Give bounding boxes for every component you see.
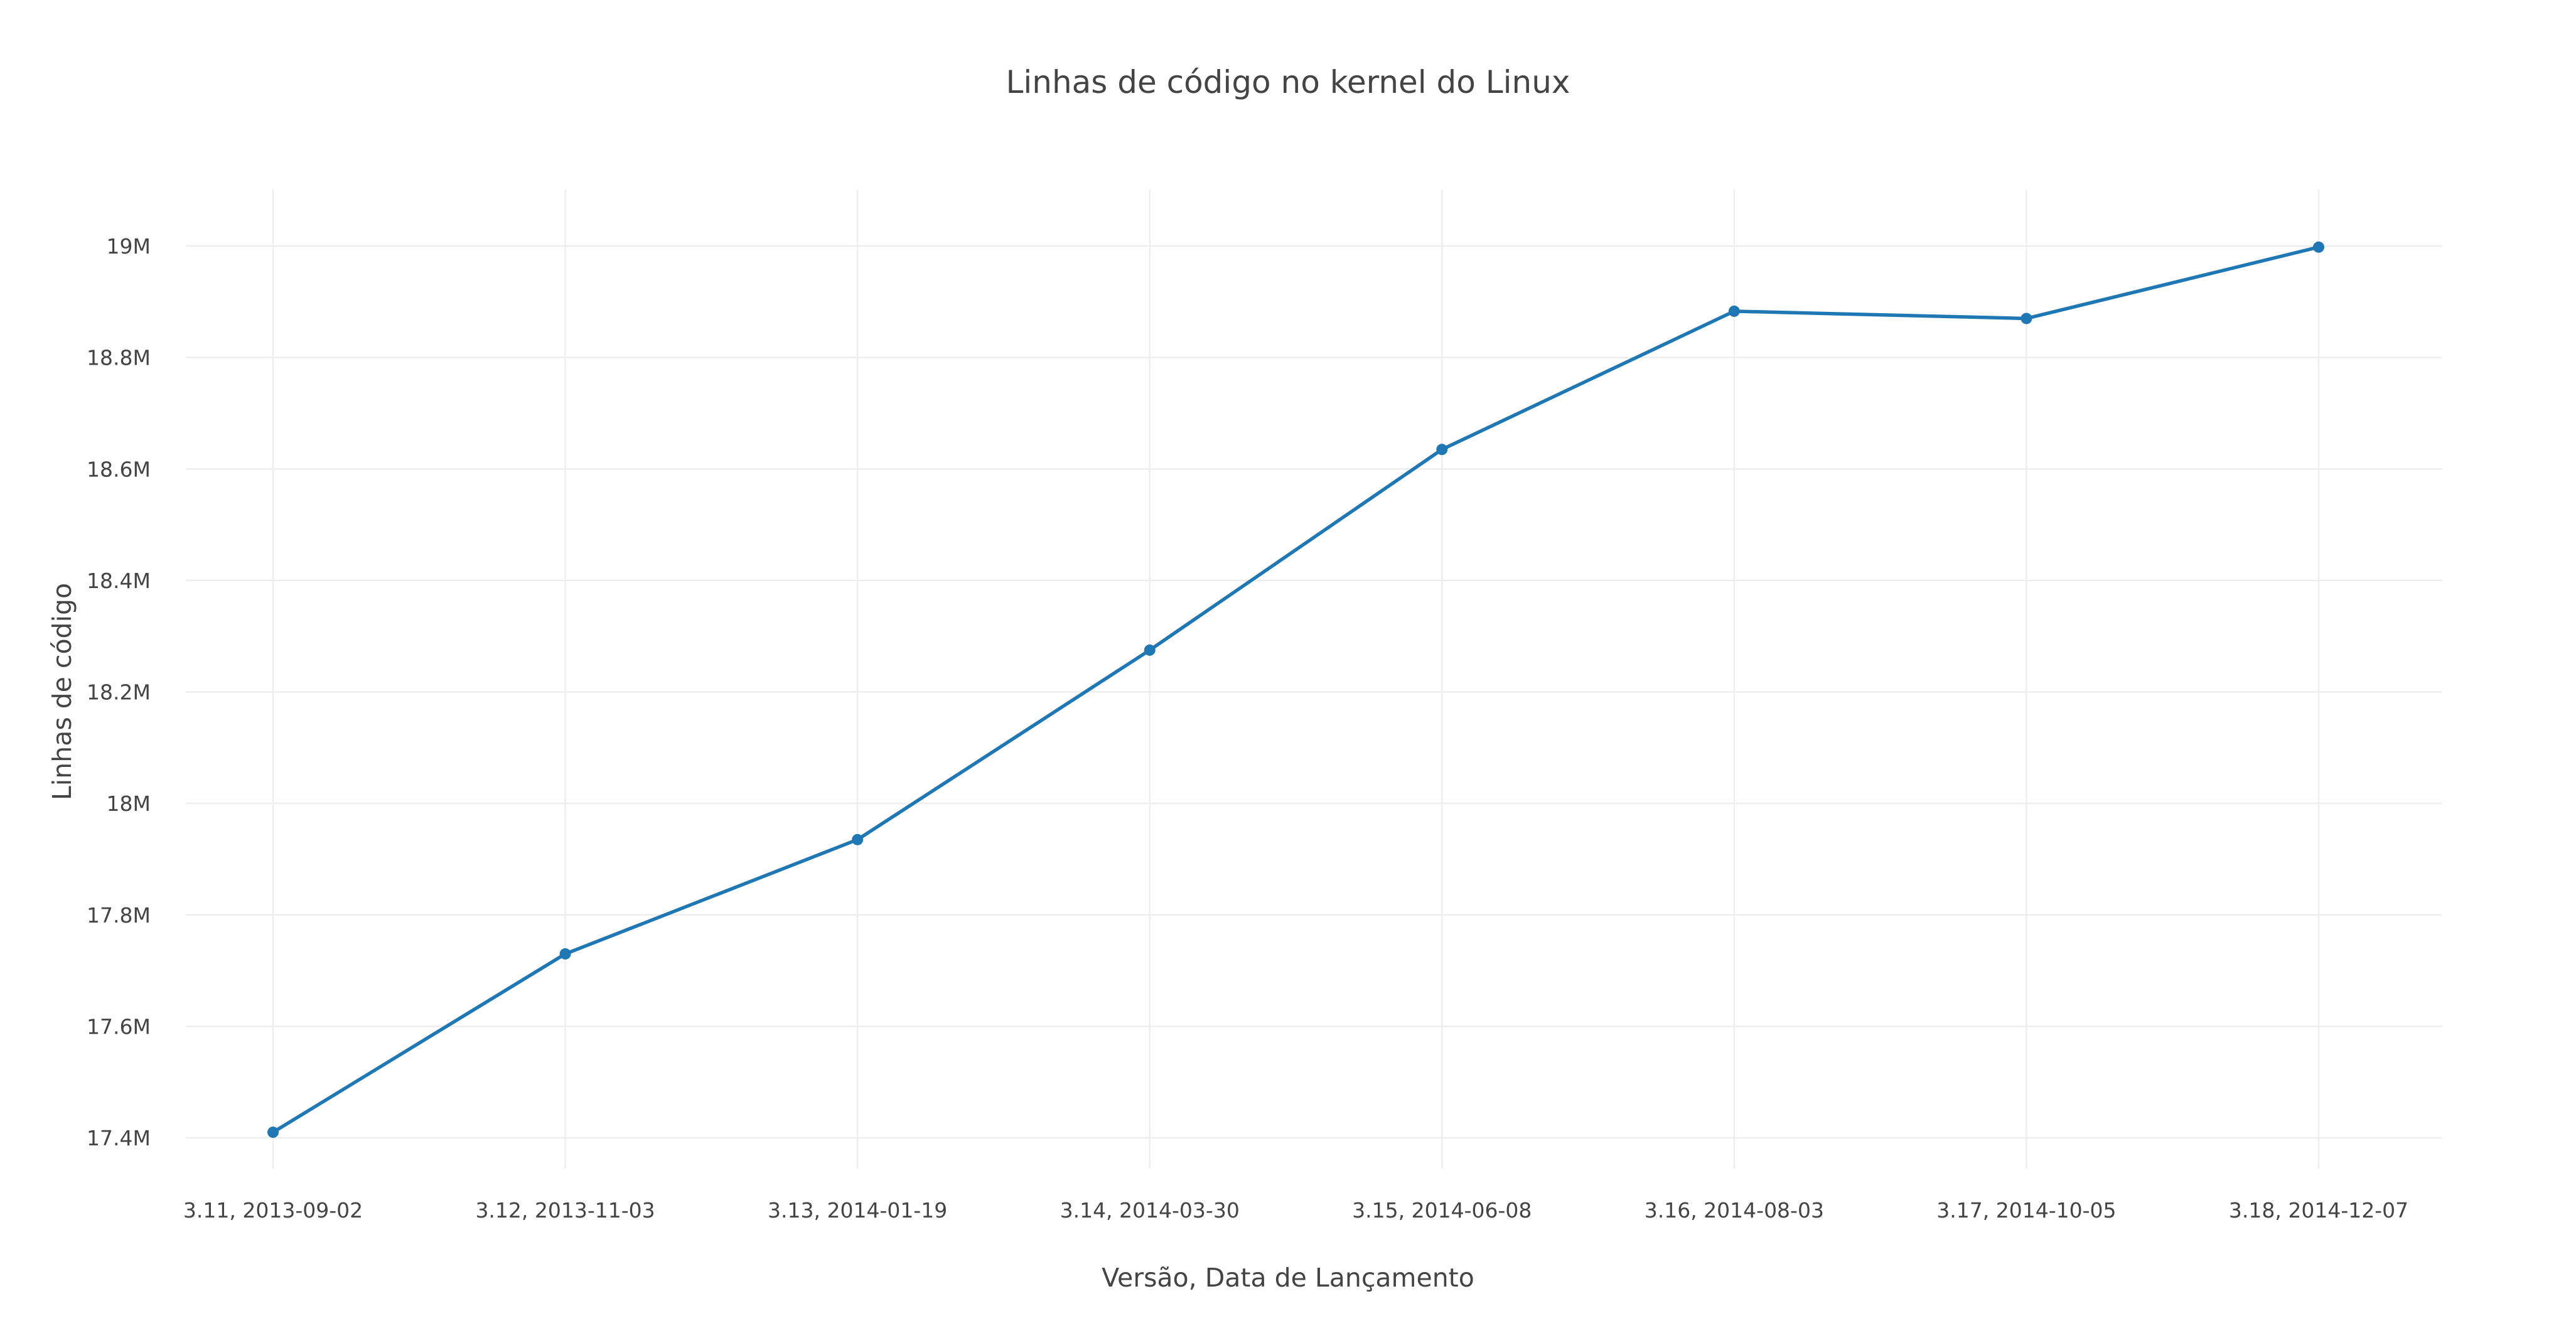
- x-axis-title: Versão, Data de Lançamento: [1102, 1263, 1474, 1293]
- y-tick-label: 18.4M: [87, 569, 151, 593]
- y-tick-label: 18M: [107, 791, 151, 816]
- data-point: [852, 833, 864, 845]
- y-tick-label: 19M: [107, 234, 151, 259]
- x-tick-label: 3.14, 2014-03-30: [1060, 1198, 1240, 1223]
- x-tick-label: 3.17, 2014-10-05: [1936, 1198, 2116, 1223]
- y-tick-label: 17.6M: [87, 1014, 151, 1039]
- data-point: [1436, 444, 1448, 456]
- data-point: [2021, 313, 2032, 324]
- data-point: [2313, 241, 2324, 253]
- y-gridlines: [186, 245, 2442, 1139]
- series-line: [271, 245, 2321, 1134]
- x-gridlines: [272, 190, 2320, 1169]
- y-tick-label: 18.2M: [87, 680, 151, 705]
- y-tick-labels: 17.4M 17.6M 17.8M 18M 18.2M 18.4M 18.6M 18.8M 19…: [87, 234, 151, 1150]
- data-point: [559, 948, 571, 960]
- x-tick-label: 3.12, 2013-11-03: [475, 1198, 655, 1223]
- series-layer: [267, 241, 2324, 1138]
- x-tick-labels: 3.11, 2013-09-02 3.12, 2013-11-03 3.13, 20…: [183, 1198, 2408, 1223]
- x-tick-label: 3.11, 2013-09-02: [183, 1198, 363, 1223]
- y-tick-label: 18.8M: [87, 346, 151, 370]
- data-point: [1728, 305, 1740, 317]
- x-tick-label: 3.16, 2014-08-03: [1645, 1198, 1824, 1223]
- chart-title: Linhas de código no kernel do Linux: [1006, 64, 1570, 100]
- x-tick-label: 3.18, 2014-12-07: [2229, 1198, 2408, 1223]
- x-tick-label: 3.15, 2014-06-08: [1352, 1198, 1532, 1223]
- data-point: [267, 1127, 279, 1138]
- y-axis-title: Linhas de código: [47, 583, 77, 800]
- x-tick-label: 3.13, 2014-01-19: [768, 1198, 947, 1223]
- y-tick-label: 17.4M: [87, 1126, 151, 1150]
- y-tick-label: 17.8M: [87, 903, 151, 928]
- data-point: [1144, 644, 1156, 656]
- y-tick-label: 18.6M: [87, 457, 151, 481]
